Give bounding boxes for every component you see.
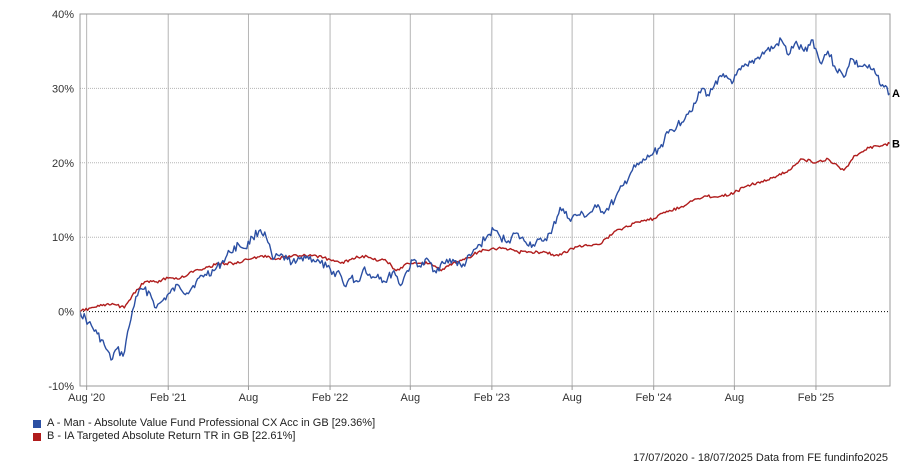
x-tick-label: Feb '21 bbox=[150, 392, 186, 404]
y-tick-label: 30% bbox=[52, 83, 74, 95]
series-a-line bbox=[79, 37, 891, 361]
series-b-line bbox=[79, 141, 891, 313]
x-axis-labels: Aug '20 Feb '21 Aug Feb '22 Aug Feb '23 Aug Feb… bbox=[68, 392, 834, 404]
x-tick-label: Feb '25 bbox=[798, 392, 834, 404]
y-tick-label: -10% bbox=[48, 381, 74, 393]
y-tick-label: 0% bbox=[58, 307, 74, 319]
legend-swatch-b bbox=[33, 432, 41, 441]
gridlines bbox=[80, 13, 890, 390]
x-tick-label: Aug bbox=[725, 392, 745, 404]
x-tick-label: Feb '23 bbox=[474, 392, 510, 404]
series-a-end-label: A bbox=[892, 88, 900, 100]
performance-chart: 40% 30% 20% 10% 0% -10% Aug '20 Feb '21 Aug Feb … bbox=[48, 9, 900, 404]
x-tick-label: Aug bbox=[562, 392, 582, 404]
x-tick-label: Aug bbox=[239, 392, 259, 404]
x-tick-label: Feb '24 bbox=[636, 392, 672, 404]
x-tick-label: Feb '22 bbox=[312, 392, 348, 404]
legend-swatch-a bbox=[33, 419, 41, 428]
plot-area-border bbox=[79, 13, 891, 387]
legend-item-b: B - IA Targeted Absolute Return TR in GB… bbox=[33, 430, 375, 443]
legend: A - Man - Absolute Value Fund Profession… bbox=[33, 417, 375, 443]
y-tick-label: 10% bbox=[52, 232, 74, 244]
y-axis-labels: 40% 30% 20% 10% 0% -10% bbox=[48, 9, 74, 393]
legend-label-b: B - IA Targeted Absolute Return TR in GB… bbox=[47, 430, 296, 442]
series-b-end-label: B bbox=[892, 138, 900, 150]
date-range-source-footer: 17/07/2020 - 18/07/2025 Data from FE fun… bbox=[632, 452, 888, 464]
series-lines: BA bbox=[79, 37, 900, 361]
legend-item-a: A - Man - Absolute Value Fund Profession… bbox=[33, 417, 375, 430]
y-tick-label: 20% bbox=[52, 158, 74, 170]
x-tick-label: Aug '20 bbox=[68, 392, 105, 404]
legend-label-a: A - Man - Absolute Value Fund Profession… bbox=[47, 417, 376, 429]
x-tick-label: Aug bbox=[401, 392, 421, 404]
y-tick-label: 40% bbox=[52, 9, 74, 21]
